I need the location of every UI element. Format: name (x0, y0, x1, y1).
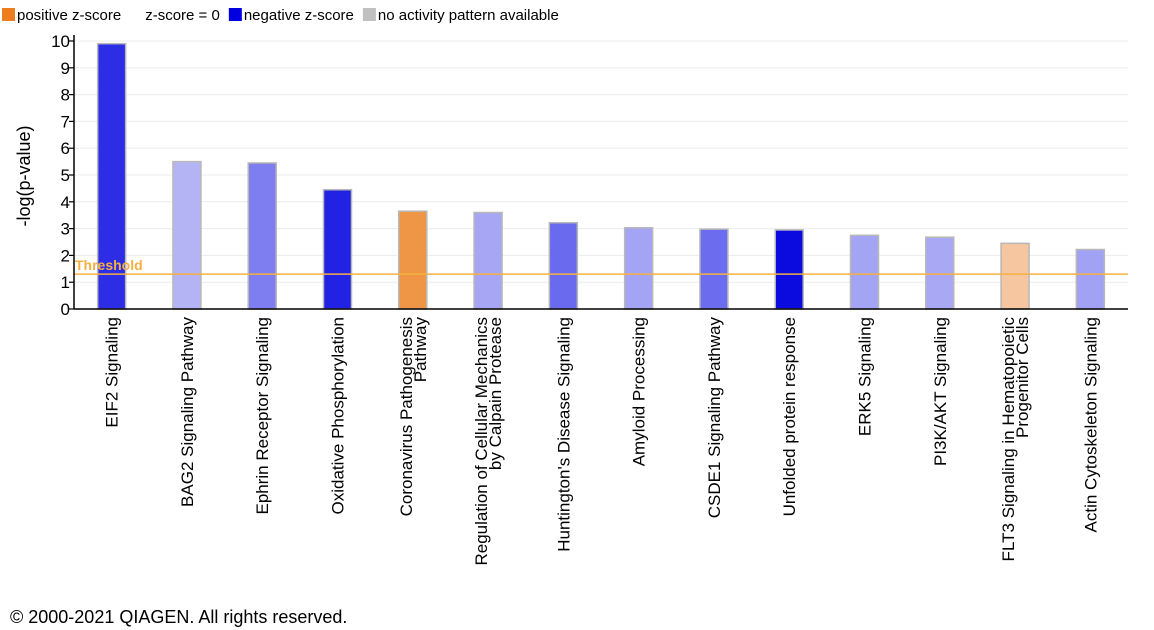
bar (548, 221, 579, 310)
x-tick-label: Ephrin Receptor Signaling (253, 317, 272, 515)
x-tick-label: Amyloid Processing (630, 317, 649, 466)
chart-legend: positive z-score z-score = 0 negative z-sc… (2, 7, 559, 24)
legend-label: negative z-score (244, 7, 354, 24)
y-tick-label: 6 (61, 139, 70, 158)
bar (172, 160, 202, 310)
copyright-notice: © 2000-2021 QIAGEN. All rights reserved. (10, 607, 347, 627)
bar (849, 234, 880, 310)
legend-swatch (362, 8, 376, 21)
bar (1000, 242, 1030, 310)
bar (925, 236, 955, 310)
x-tick-label: Huntington's Disease Signaling (554, 317, 573, 552)
y-tick-label: 1 (61, 273, 70, 292)
threshold: Threshold (74, 257, 1128, 275)
legend-label: no activity pattern available (378, 7, 559, 24)
x-tick-label: Progenitor Cells (1013, 317, 1032, 438)
x-tick-label: ERK5 Signaling (856, 317, 875, 436)
x-tick-label: Coronavirus Pathogenesis (397, 317, 416, 516)
bar (398, 210, 428, 310)
y-tick-label: 4 (61, 193, 70, 212)
threshold-label: Threshold (75, 257, 143, 273)
x-tick-label: PI3K/AKT Signaling (931, 317, 950, 466)
x-tick-label: Unfolded protein response (780, 317, 799, 516)
bar (247, 162, 277, 310)
legend-swatch (130, 8, 144, 21)
y-gridlines (74, 40, 1128, 283)
y-tick-label: 9 (61, 59, 70, 78)
y-tick-label: 2 (61, 246, 70, 265)
legend-swatch (2, 8, 15, 21)
bar (1075, 248, 1106, 310)
x-tick-label: FLT3 Signaling in Hematopoietic (999, 317, 1018, 562)
x-tick-labels: EIF2 Signaling BAG2 Signaling Pathway Ephr… (103, 317, 1101, 566)
y-tick-label: 3 (61, 220, 70, 239)
bar (322, 188, 353, 310)
y-tick-label: 0 (61, 300, 70, 319)
x-tick-label: CSDE1 Signaling Pathway (705, 317, 724, 519)
x-tick-label: Pathway (411, 317, 430, 383)
legend-label: z-score = 0 (145, 7, 220, 24)
legend-swatch (228, 8, 242, 21)
bar (699, 228, 729, 310)
bar (473, 211, 503, 310)
y-axis: 0 1 2 3 4 5 6 7 8 9 10 (51, 32, 1128, 319)
x-tick-label: Regulation of Cellular Mechanics (472, 317, 491, 566)
x-tick-label: BAG2 Signaling Pathway (178, 317, 197, 507)
bar-series (96, 42, 1106, 310)
y-tick-label: 7 (61, 112, 70, 131)
bar (96, 42, 127, 310)
bar (623, 227, 654, 310)
x-tick-label: Oxidative Phosphorylation (329, 317, 348, 515)
x-tick-label: EIF2 Signaling (103, 317, 122, 428)
y-tick-label: 10 (51, 32, 70, 51)
x-tick-label: by Calpain Protease (486, 317, 505, 470)
y-axis-title: -log(p-value) (14, 125, 34, 226)
y-tick-label: 5 (61, 166, 70, 185)
y-tick-label: 8 (61, 86, 70, 105)
legend-label: positive z-score (17, 7, 121, 24)
x-tick-label: Actin Cytoskeleton Signaling (1081, 317, 1100, 532)
bar (774, 229, 804, 310)
